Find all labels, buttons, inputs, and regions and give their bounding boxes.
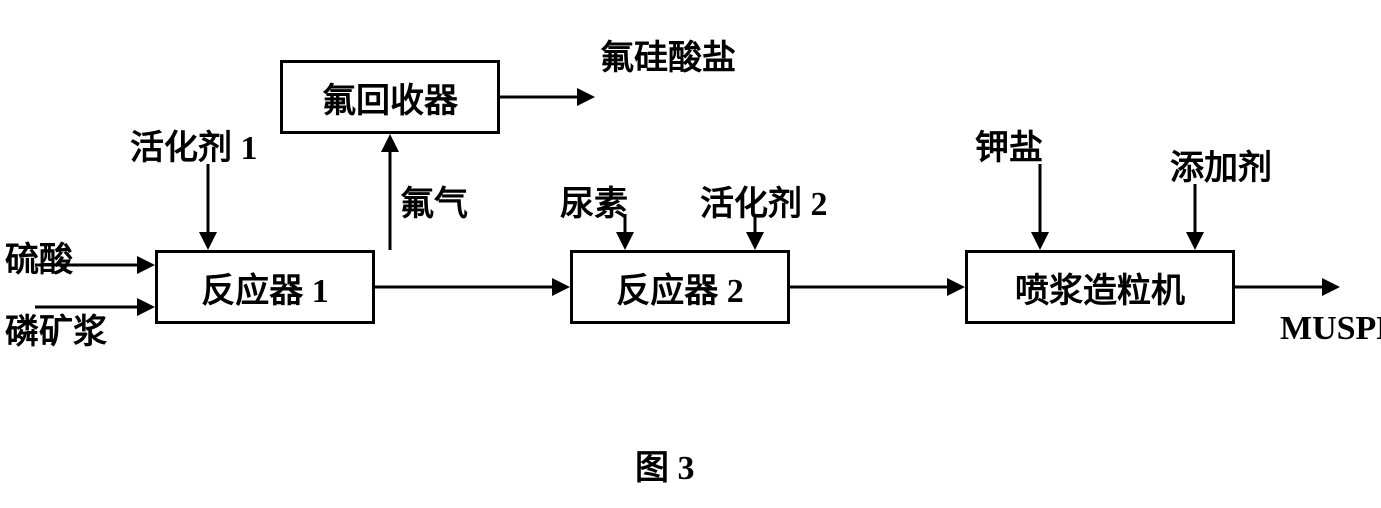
label-sulfuric-acid: 硫酸 [5,232,73,281]
label-additive: 添加剂 [1170,140,1272,189]
node-granulator: 喷浆造粒机 [965,250,1235,324]
node-reactor-1: 反应器 1 [155,250,375,324]
arrow-head-urea_in [616,232,634,250]
arrow-head-activator1_in [199,232,217,250]
arrow-head-product_out [1322,278,1340,296]
arrow-head-sulfuric_in [137,256,155,274]
arrow-head-r1_to_r2 [552,278,570,296]
diagram-canvas: 反应器 1 反应器 2 喷浆造粒机 氟回收器 硫酸 磷矿浆 活化剂 1 氟气 氟… [0,0,1381,508]
label-phosphate-slurry: 磷矿浆 [5,304,107,353]
label-activator-2: 活化剂 2 [700,176,828,225]
label-product-muspk: MUSPK [1280,310,1381,348]
node-granulator-label: 喷浆造粒机 [1015,263,1185,312]
arrow-head-activator2_in [746,232,764,250]
node-reactor-1-label: 反应器 1 [201,263,329,312]
label-activator-1: 活化剂 1 [130,120,258,169]
arrow-head-frec_out [577,88,595,106]
node-fluorine-recovery: 氟回收器 [280,60,500,134]
arrow-head-r2_to_gran [947,278,965,296]
label-fluorosilicate: 氟硅酸盐 [600,30,736,79]
arrow-head-phos_in [137,298,155,316]
arrow-head-additive_in [1186,232,1204,250]
arrow-head-ksalt_in [1031,232,1049,250]
label-potassium-salt: 钾盐 [975,120,1043,169]
node-reactor-2-label: 反应器 2 [616,263,744,312]
figure-caption: 图 3 [635,440,695,489]
node-reactor-2: 反应器 2 [570,250,790,324]
label-urea: 尿素 [560,176,628,225]
label-fluorine-gas: 氟气 [400,176,468,225]
arrow-head-fgas_up [381,134,399,152]
node-fluorine-recovery-label: 氟回收器 [322,73,458,122]
